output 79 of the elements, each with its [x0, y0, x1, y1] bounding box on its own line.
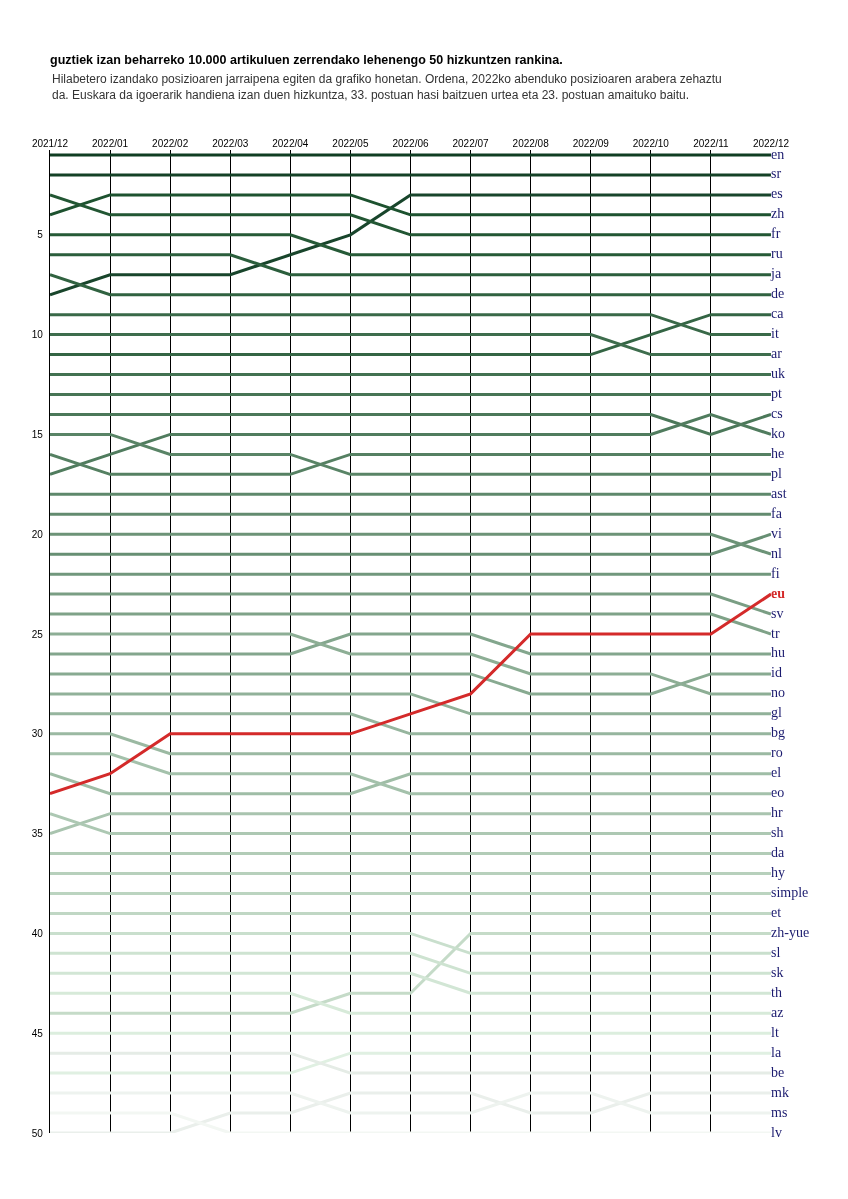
series-label: bg	[771, 725, 785, 741]
x-tick-label: 2022/08	[512, 138, 550, 149]
y-tick-label: 30	[31, 728, 44, 740]
x-tick-label: 2022/12	[752, 138, 790, 149]
series-label: pl	[771, 465, 782, 481]
series-label: zh-yue	[771, 924, 810, 940]
x-tick-label: 2022/05	[332, 138, 369, 149]
chart-title: guztiek izan beharreko 10.000 artikuluen zerrendako lehenengo 50 hizkuntzen rankina.	[50, 53, 563, 68]
series-label: id	[771, 665, 782, 681]
series-label: fa	[771, 505, 783, 521]
series-label: la	[771, 1044, 782, 1060]
x-tick-label: 2022/06	[392, 138, 430, 149]
x-tick-label: 2022/10	[632, 138, 670, 149]
series-label: no	[771, 685, 785, 701]
series-label: ca	[771, 306, 785, 322]
y-tick-label: 20	[31, 528, 44, 540]
chart-subtitle: Hilabetero izandako posizioaren jarraipena egiten da grafiko honetan. Ordena, 2022ko abenduko posizioaren arabera zehaztu da. Euskara da igoerarik handiena izan duen hizkuntza, 33. postuan hasi baitzuen urtea eta 23. postuan amaituko baitu.	[52, 72, 722, 102]
x-tick-label: 2021/12	[31, 138, 69, 149]
y-tick-label: 15	[31, 428, 44, 440]
line-series	[50, 193, 771, 297]
series-label: pt	[771, 386, 782, 401]
x-tick-label: 2022/02	[152, 138, 189, 149]
series-label: be	[771, 1064, 785, 1080]
y-tick-label: 5	[37, 229, 44, 241]
series-label: sl	[771, 944, 781, 960]
x-tick-label: 2022/03	[212, 138, 249, 149]
line-series	[50, 632, 771, 696]
x-tick-label: 2022/04	[272, 138, 309, 149]
series-label: ast	[771, 485, 787, 501]
series-label: vi	[771, 525, 782, 541]
series-label: fr	[771, 226, 781, 242]
series-label: uk	[771, 366, 785, 382]
x-tick-label: 2022/11	[693, 138, 730, 149]
series-label: az	[771, 1004, 784, 1020]
series-label: hu	[771, 645, 785, 661]
x-tick-label: 2022/09	[572, 138, 610, 149]
series-label: it	[771, 326, 779, 342]
series-label: ms	[771, 1104, 788, 1120]
series-label: zh	[771, 206, 785, 222]
series-label: hr	[771, 805, 783, 821]
series-label: cs	[771, 405, 783, 421]
series-label: en	[771, 146, 785, 162]
x-tick-label: 2022/01	[92, 138, 129, 149]
series-label: hy	[771, 865, 785, 881]
line-series	[50, 412, 771, 476]
series-label: sh	[771, 825, 784, 841]
y-tick-label: 35	[31, 828, 44, 840]
series-label: sk	[771, 964, 784, 980]
line-series	[50, 592, 771, 796]
series-label: lt	[771, 1024, 779, 1040]
series-label: sr	[771, 166, 782, 182]
series-label: he	[771, 445, 785, 461]
series-label: simple	[771, 884, 809, 900]
series-label: el	[771, 765, 782, 781]
series-label: ja	[770, 266, 782, 282]
series-label: eo	[771, 785, 785, 801]
y-tick-label: 10	[31, 329, 44, 341]
series-label: gl	[771, 705, 782, 721]
series-label: fi	[771, 565, 780, 581]
series-label: da	[771, 845, 785, 861]
series-label: ro	[771, 745, 783, 761]
series-label: tr	[771, 625, 780, 641]
series-label: de	[771, 286, 785, 302]
series-label: mk	[771, 1084, 789, 1100]
y-tick-label: 25	[31, 628, 44, 640]
series-label: es	[771, 186, 783, 202]
y-tick-label: 50	[31, 1127, 44, 1139]
y-tick-label: 40	[31, 927, 44, 939]
series-label: th	[771, 984, 782, 1000]
series-label: lv	[771, 1124, 782, 1140]
series-label: et	[771, 904, 782, 920]
series-label: ru	[771, 246, 783, 262]
y-tick-label: 45	[31, 1027, 44, 1039]
series-label: eu	[771, 585, 786, 601]
series-label: ko	[771, 425, 785, 441]
series-label: ar	[771, 346, 783, 362]
series-label: sv	[771, 605, 784, 621]
x-tick-label: 2022/07	[452, 138, 490, 149]
series-label: nl	[771, 545, 782, 561]
